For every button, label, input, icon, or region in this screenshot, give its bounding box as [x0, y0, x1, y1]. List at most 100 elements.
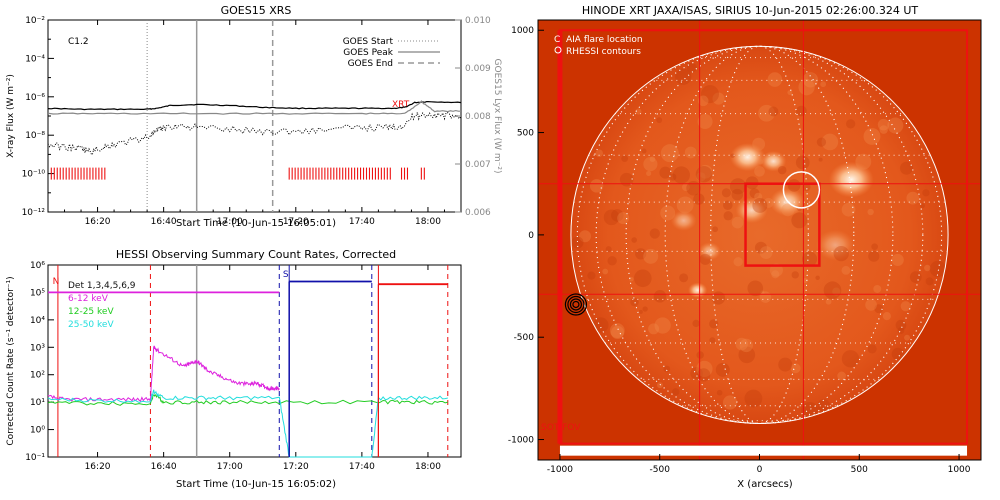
hessi-marks: 16:20 16:40 17:00 17:20 17:40 18:00 10⁻¹ 10⁰ 10¹… — [25, 261, 449, 472]
disk-texture-blob — [778, 357, 793, 372]
disk-texture-blob — [795, 155, 810, 170]
active-region — [816, 229, 855, 261]
xrt-y-tick-label: 500 — [517, 129, 534, 139]
goes-y2-tick-label: 0.009 — [465, 64, 491, 74]
hessi-y-tick-label: 10⁻¹ — [25, 453, 45, 463]
xrt-x-tick-label: 0 — [757, 465, 763, 475]
disk-texture-blob — [669, 173, 677, 181]
disk-texture-blob — [781, 203, 795, 217]
disk-texture-blob — [679, 273, 689, 283]
disk-texture-blob — [790, 363, 801, 374]
hessi-xlabel: Start Time (10-Jun-15 16:05:02) — [176, 479, 336, 490]
goes-ylabel: X-ray Flux (W m⁻²) — [6, 74, 16, 158]
disk-texture-blob — [682, 183, 690, 192]
longitude-line — [576, 45, 943, 424]
xrt-legend: C AIA flare location RHESSI contours — [554, 35, 643, 57]
xrt-corner-label: SOT FOV — [541, 423, 581, 433]
disk-texture-blob — [603, 209, 620, 226]
disk-texture-blob — [760, 290, 765, 295]
solar-limb — [570, 45, 949, 424]
disk-texture-blob — [621, 155, 629, 162]
disk-texture-blob — [752, 137, 766, 151]
disk-texture-blob — [635, 248, 647, 260]
disk-texture-blob — [738, 346, 756, 364]
disk-texture-blob — [820, 81, 827, 88]
hessi-series-line-4 — [47, 393, 448, 406]
disk-texture-blob — [807, 73, 816, 81]
disk-texture-blob — [802, 72, 819, 88]
goes-class-label: C1.2 — [68, 37, 89, 47]
disk-texture-blob — [798, 79, 815, 96]
disk-texture-blob — [697, 368, 711, 382]
xrt-x-tick-label: -1000 — [547, 465, 573, 475]
active-region — [729, 143, 766, 172]
hessi-y-tick-label: 10³ — [30, 343, 45, 353]
disk-texture-blob — [752, 197, 768, 213]
disk-texture-blob — [643, 157, 658, 172]
goes-x-tick-label: 17:40 — [349, 217, 375, 227]
xrt-x-tick-label: 500 — [851, 465, 868, 475]
xrt-xlabel: X (arcsecs) — [737, 479, 793, 490]
hessi-series-line-5 — [47, 389, 448, 458]
goes-legend-end: GOES End — [348, 59, 393, 69]
hessi-x-tick-label: 17:40 — [349, 462, 375, 472]
hessi-plot-frame — [47, 264, 462, 458]
disk-texture-blob — [649, 228, 660, 239]
goes-x-tick-label: 16:20 — [85, 217, 111, 227]
disk-texture-blob — [697, 114, 713, 130]
xrt-panel: HINODE XRT JAXA/ISAS, SIRIUS 10-Jun-2015… — [508, 4, 982, 490]
sun-disk — [570, 46, 949, 424]
disk-texture-blob — [589, 179, 604, 193]
active-region — [670, 210, 697, 231]
disk-texture-blob — [656, 117, 663, 124]
aia-flare-circle — [782, 171, 821, 209]
disk-texture-blob — [709, 337, 716, 344]
rhessi-contour — [567, 295, 585, 314]
disk-texture-blob — [924, 264, 931, 272]
disk-texture-blob — [701, 85, 720, 104]
disk-texture-blob — [865, 299, 877, 311]
disk-texture-blob — [653, 289, 667, 303]
disk-texture-blob — [882, 312, 891, 321]
xrt-y-tick-label: -500 — [514, 333, 535, 343]
hessi-y-tick-label: 10⁴ — [30, 316, 45, 326]
disk-texture-blob — [749, 188, 760, 199]
disk-texture-blob — [571, 236, 584, 249]
disk-texture-blob — [925, 277, 934, 286]
disk-texture-blob — [716, 389, 723, 396]
goes-y2-tick-label: 0.006 — [465, 208, 491, 218]
disk-texture-blob — [758, 104, 775, 122]
hessi-ylabel: Corrected Count Rate (s⁻¹ detector⁻¹) — [6, 276, 16, 445]
disk-texture-blob — [617, 212, 630, 225]
disk-texture-blob — [730, 153, 735, 158]
goes-y2label: GOES15 Lyx Flux (W m⁻²) — [492, 59, 502, 174]
active-region — [688, 282, 708, 298]
xrt-x-tick-label: 1000 — [948, 465, 971, 475]
hessi-x-tick-label: 17:00 — [217, 462, 243, 472]
disk-texture-blob — [646, 170, 652, 177]
disk-texture-blob — [802, 278, 808, 284]
disk-texture-blob — [660, 205, 676, 221]
disk-texture-blob — [897, 327, 905, 334]
disk-texture-blob — [638, 309, 643, 314]
disk-texture-blob — [607, 256, 617, 266]
disk-texture-blob — [587, 271, 596, 280]
disk-texture-blob — [877, 118, 890, 131]
disk-texture-blob — [629, 276, 634, 282]
disk-texture-blob — [874, 304, 884, 314]
disk-texture-blob — [815, 275, 820, 281]
goes-x-tick-label: 16:40 — [151, 217, 177, 227]
xrt-legend-rhessi: RHESSI contours — [566, 47, 641, 57]
disk-texture-blob — [731, 188, 744, 201]
goes-panel: GOES15 XRS C1.2 X-ray Flux (W m⁻²) GOES1… — [6, 4, 502, 229]
goes-legend-start: GOES Start — [343, 37, 394, 47]
disk-texture-blob — [692, 319, 700, 328]
hessi-n-marker: N — [53, 277, 60, 287]
goes-y-tick-label: 10⁻² — [25, 16, 45, 26]
disk-texture-blob — [602, 268, 609, 275]
xrt-legend-c: C — [554, 35, 560, 45]
disk-texture-blob — [712, 92, 725, 105]
rhessi-contour — [564, 293, 588, 316]
disk-texture-blob — [672, 388, 680, 396]
longitude-line — [664, 45, 855, 424]
